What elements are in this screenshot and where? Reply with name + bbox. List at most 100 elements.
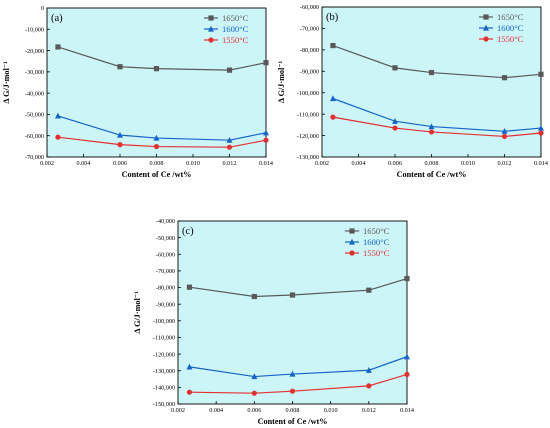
panel-label: (b) — [326, 12, 339, 23]
data-point — [404, 371, 410, 377]
x-axis-title: Content of Ce /wt% — [397, 170, 467, 179]
data-point — [263, 129, 269, 136]
x-tick-label: 0.008 — [425, 160, 439, 167]
data-point — [404, 275, 410, 282]
data-point — [289, 292, 296, 298]
x-tick-label: 0.012 — [362, 407, 376, 414]
data-point — [501, 133, 508, 140]
data-point — [289, 388, 296, 394]
data-point — [538, 71, 544, 77]
x-tick-label: 0.002 — [315, 160, 329, 167]
data-point — [330, 42, 336, 49]
x-tick-label: 0.002 — [40, 160, 54, 167]
x-tick-label: 0.008 — [150, 160, 164, 167]
y-tick-label: -40,000 — [25, 90, 44, 97]
y-axis-title: Δ G/J·mol⁻¹ — [277, 60, 286, 103]
legend-marker — [349, 250, 355, 256]
x-tick-label: 0.010 — [324, 407, 338, 414]
y-tick-label: -140,000 — [153, 385, 175, 392]
y-axis-title: Δ G/J·mol⁻¹ — [2, 61, 11, 104]
data-point — [289, 370, 296, 377]
legend-label: 1650°C — [222, 13, 249, 23]
data-point — [501, 128, 508, 134]
y-tick-label: -100,000 — [297, 90, 319, 97]
data-point — [366, 287, 372, 293]
x-tick-label: 0.010 — [186, 160, 200, 167]
y-tick-label: -20,000 — [25, 48, 44, 55]
y-tick-label: -60,000 — [25, 133, 44, 140]
x-tick-label: 0.006 — [113, 160, 127, 167]
data-point — [263, 137, 269, 143]
chart-panel-1: (a) 0.002 0.004 0.006 0.008 0.010 0.012 0.014 0 -… — [2, 5, 273, 179]
y-tick-label: -80,000 — [300, 47, 319, 54]
data-point — [186, 389, 193, 395]
data-point — [428, 129, 435, 135]
series-3 — [55, 134, 269, 150]
series-1 — [330, 42, 544, 81]
x-tick-label: 0.010 — [461, 160, 475, 167]
x-tick-label: 0.004 — [352, 160, 366, 167]
legend-label: 1550°C — [222, 35, 249, 45]
data-point — [501, 75, 508, 81]
legend-marker — [349, 228, 355, 234]
data-point — [186, 363, 193, 370]
data-point — [226, 67, 233, 73]
legend-label: 1650°C — [497, 12, 524, 22]
x-tick-label: 0.012 — [498, 160, 512, 167]
series-2 — [329, 95, 544, 134]
y-tick-label: -130,000 — [297, 154, 319, 161]
data-point — [329, 95, 336, 102]
data-point — [251, 390, 257, 396]
data-point — [392, 65, 398, 71]
data-point — [366, 383, 372, 389]
y-tick-label: -110,000 — [297, 111, 319, 118]
data-point — [251, 373, 258, 380]
legend-label: 1600°C — [363, 237, 390, 247]
x-tick-label: 0.002 — [171, 407, 185, 414]
plot-area — [46, 7, 267, 158]
y-tick-label: -60,000 — [300, 4, 319, 11]
series-3 — [330, 114, 544, 140]
legend-marker — [208, 15, 214, 21]
chart-panel-2: (b) 0.002 0.004 0.006 0.008 0.010 0.012 0.014 -6… — [277, 4, 548, 179]
y-tick-label: -120,000 — [297, 133, 319, 140]
data-point — [330, 114, 336, 120]
data-point — [251, 293, 257, 300]
legend-marker — [208, 25, 214, 32]
y-tick-label: -80,000 — [156, 285, 175, 292]
y-tick-label: -40,000 — [156, 218, 175, 225]
x-axis-title: Content of Ce /wt% — [122, 170, 192, 179]
data-point — [538, 130, 544, 136]
series-1 — [186, 275, 410, 300]
series-1 — [55, 44, 269, 73]
legend-marker — [349, 238, 355, 245]
x-tick-label: 0.014 — [400, 407, 414, 414]
data-point — [153, 134, 160, 141]
data-point — [186, 284, 193, 290]
y-tick-label: -50,000 — [25, 112, 44, 119]
x-tick-label: 0.006 — [247, 407, 261, 414]
y-tick-label: -60,000 — [156, 251, 175, 258]
legend-label: 1600°C — [222, 24, 249, 34]
panel-label: (c) — [182, 226, 194, 237]
legend-marker — [483, 14, 489, 20]
data-point — [392, 125, 398, 131]
x-tick-label: 0.004 — [77, 160, 91, 167]
y-axis-title: Δ G/J·mol⁻¹ — [133, 291, 142, 334]
y-tick-label: -30,000 — [25, 69, 44, 76]
data-point — [365, 366, 372, 373]
data-point — [117, 131, 123, 138]
legend-marker — [208, 37, 214, 43]
legend-label: 1650°C — [363, 226, 390, 236]
x-tick-label: 0.004 — [209, 407, 223, 414]
legend-label: 1550°C — [363, 248, 390, 258]
data-point — [404, 353, 410, 360]
x-axis-title: Content of Ce /wt% — [258, 417, 328, 426]
y-tick-label: -50,000 — [156, 235, 175, 242]
y-tick-label: -70,000 — [156, 268, 175, 275]
data-point — [538, 124, 544, 131]
